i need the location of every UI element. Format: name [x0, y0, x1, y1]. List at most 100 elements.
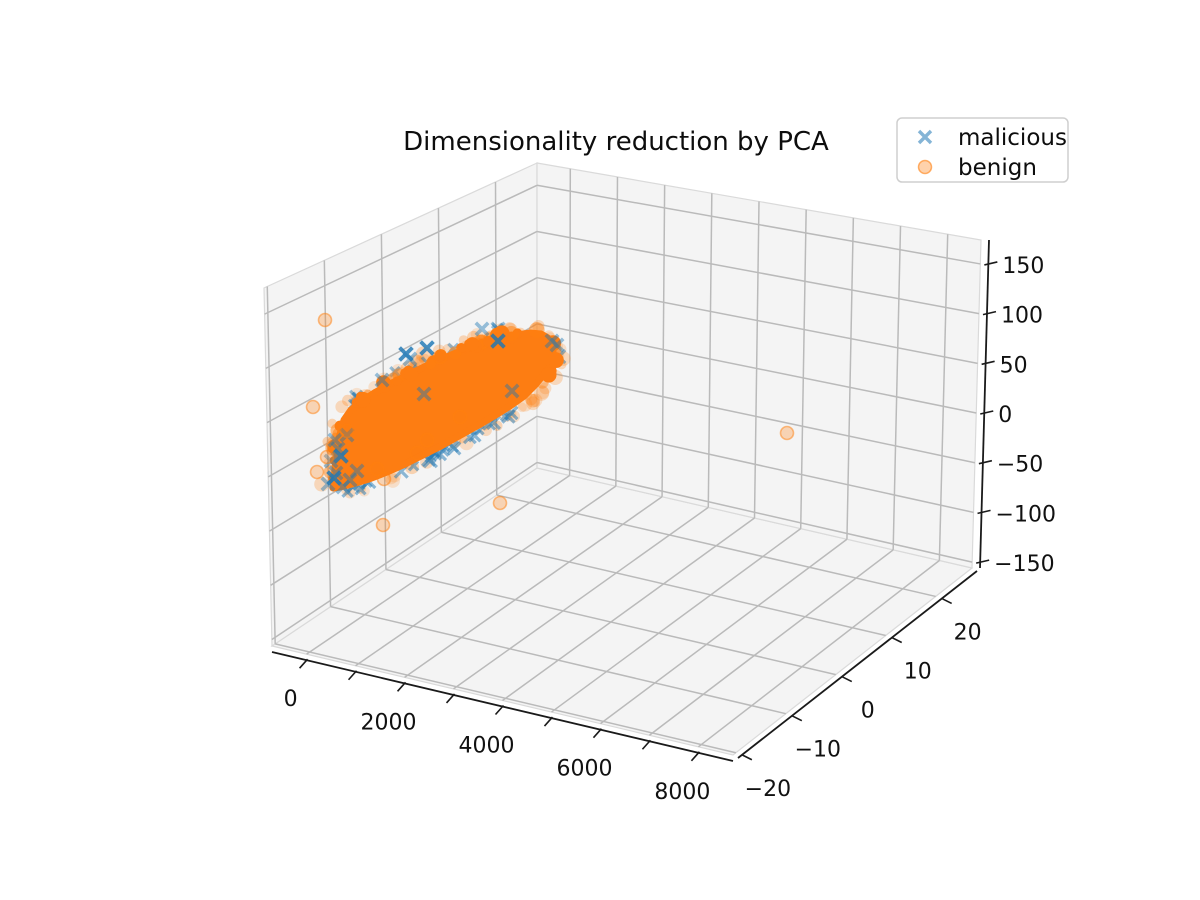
x-tick-label: 0 — [284, 687, 298, 712]
benign-bump-point — [425, 358, 436, 370]
grid-line — [275, 643, 737, 754]
z-tick-label: 100 — [1001, 304, 1043, 329]
benign-outlier-marker — [492, 495, 508, 511]
grid-line — [453, 506, 709, 690]
malicious-marker — [416, 386, 432, 402]
malicious-marker — [327, 432, 343, 448]
malicious-marker — [398, 346, 414, 362]
y-axis-tick — [841, 675, 853, 683]
malicious-marker — [504, 383, 520, 399]
x-axis-tick — [494, 704, 505, 716]
benign-halo-point — [526, 393, 540, 408]
benign-outlier-marker — [409, 445, 425, 461]
grid-line — [753, 201, 760, 519]
grid-line — [648, 549, 894, 736]
benign-bump-point — [380, 377, 392, 390]
grid-line — [661, 185, 666, 497]
benign-halo-point — [533, 385, 550, 401]
benign-outlier-marker — [419, 432, 435, 448]
grid-line — [266, 286, 276, 644]
chart-title: Dimensionality reduction by PCA — [403, 127, 829, 157]
benign-halo-point — [342, 394, 354, 407]
x-tick-label: 2000 — [361, 710, 417, 735]
z-tick-label: 0 — [998, 403, 1012, 428]
benign-outlier-marker — [319, 449, 335, 465]
malicious-marker — [323, 453, 339, 469]
benign-halo-point — [536, 386, 550, 400]
malicious-marker — [549, 337, 565, 353]
benign-bump-point — [528, 322, 545, 338]
grid-line — [536, 461, 973, 563]
y-axis-tick — [791, 714, 803, 722]
z-axis-line — [979, 239, 990, 569]
pane-right-wall — [536, 162, 982, 569]
x-axis-tick — [592, 728, 603, 739]
benign-outlier-marker — [369, 461, 385, 477]
x-axis-tick — [641, 739, 652, 750]
benign-halo-point — [517, 402, 527, 413]
legend: malicious benign — [896, 117, 1069, 183]
benign-outlier-marker — [375, 517, 391, 533]
grid-line — [799, 209, 807, 529]
grid-line — [536, 369, 976, 464]
legend-malicious-x-icon — [917, 129, 933, 145]
z-axis-tick — [978, 459, 993, 465]
malicious-marker — [326, 470, 342, 486]
z-tick-label: 150 — [1002, 254, 1044, 279]
legend-benign-circle-icon — [917, 159, 933, 175]
grid-line — [536, 230, 980, 315]
grid-line — [568, 168, 572, 476]
malicious-marker — [490, 333, 506, 349]
z-tick-label: 50 — [1000, 353, 1028, 378]
grid-line — [551, 528, 802, 713]
y-axis-tick — [941, 597, 953, 605]
benign-outlier-marker — [452, 409, 468, 425]
grid-line — [536, 276, 978, 365]
grid-line — [615, 176, 619, 487]
x-axis-tick — [543, 716, 554, 727]
benign-bump-point — [465, 337, 480, 351]
y-axis-line — [737, 570, 978, 759]
grid-line — [892, 226, 902, 550]
benign-halo-point — [539, 382, 552, 395]
y-tick-label: 0 — [861, 699, 875, 724]
benign-halo-point — [416, 354, 426, 364]
benign-bump-point — [392, 376, 402, 387]
x-axis-tick — [445, 693, 456, 704]
benign-outlier-marker — [309, 464, 325, 480]
benign-bump-point — [541, 367, 557, 383]
grid-line — [271, 461, 538, 641]
x-axis-tick — [690, 751, 701, 762]
grid-line — [536, 415, 974, 514]
y-tick-label: −10 — [795, 738, 841, 763]
grid-line — [404, 496, 663, 678]
malicious-marker — [419, 340, 435, 356]
z-axis-tick — [977, 509, 991, 515]
benign-bump-point — [548, 352, 564, 369]
x-axis-tick — [347, 670, 358, 681]
z-tick-label: −150 — [994, 552, 1054, 577]
grid-line — [264, 184, 538, 315]
grid-line — [707, 193, 713, 508]
grid-line — [270, 415, 538, 586]
y-axis-tick — [891, 636, 903, 644]
benign-outlier-marker — [376, 471, 392, 487]
legend-box — [896, 117, 1069, 183]
grid-line — [385, 568, 836, 676]
grid-line — [265, 230, 538, 370]
grid-line — [536, 323, 977, 414]
malicious-marker — [544, 333, 560, 349]
grid-line — [330, 605, 786, 715]
benign-halo-point — [314, 476, 330, 492]
y-axis-tick — [741, 754, 753, 761]
legend-label-benign: benign — [958, 155, 1037, 181]
x-tick-label: 6000 — [556, 757, 612, 782]
z-axis-tick — [981, 360, 995, 366]
malicious-marker — [342, 472, 358, 488]
y-tick-label: 10 — [904, 660, 932, 685]
benign-bump-point — [404, 367, 419, 382]
benign-bump-point — [551, 344, 562, 355]
benign-halo-point — [526, 396, 540, 411]
